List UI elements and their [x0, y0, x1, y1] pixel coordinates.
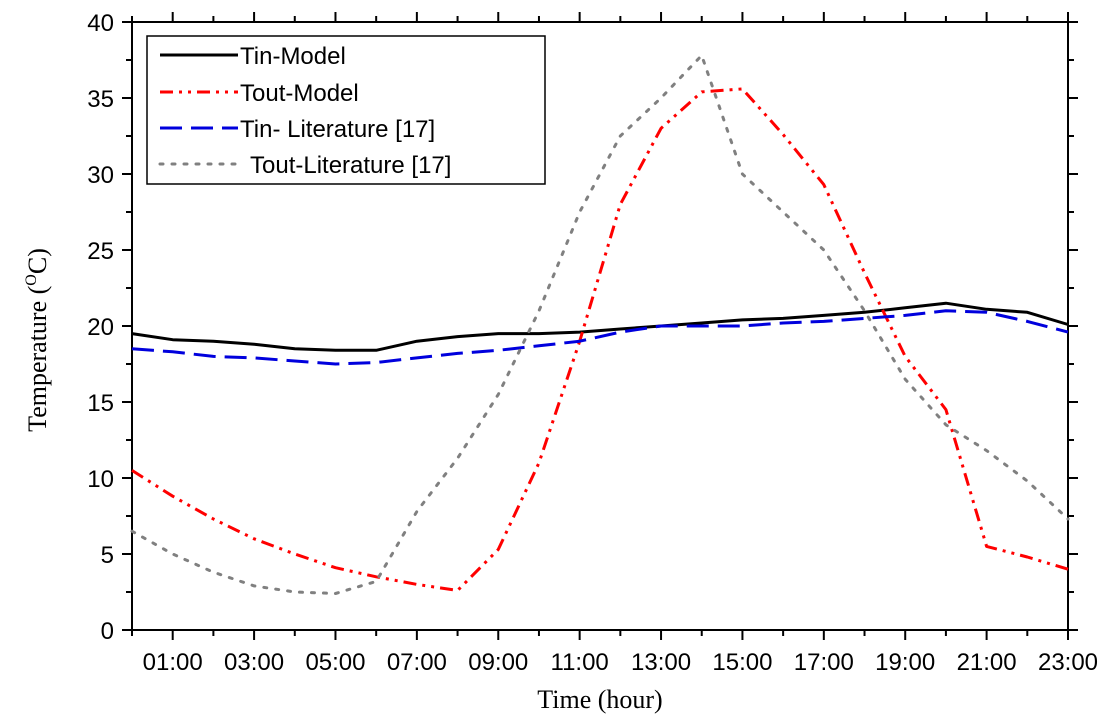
x-tick-label: 09:00 [468, 649, 528, 676]
x-tick-label: 11:00 [551, 649, 609, 676]
x-tick-label: 01:00 [143, 649, 203, 676]
series-line-3 [131, 309, 1069, 366]
series-line-1 [131, 301, 1069, 352]
x-axis-title: Time (hour) [537, 685, 662, 714]
series-line-2 [131, 87, 1069, 592]
legend-label-3: Tin- Literature [17] [240, 116, 435, 143]
y-axis-title-end: C) [23, 248, 52, 274]
x-tick-label: 19:00 [875, 649, 935, 676]
y-tick-label: 0 [101, 618, 114, 645]
x-tick-label: 05:00 [305, 649, 365, 676]
legend-label-4: Tout-Literature [17] [250, 152, 451, 179]
y-axis-title: Temperature (OC) [23, 248, 52, 432]
series-layer [130, 53, 1070, 595]
y-tick-label: 25 [87, 238, 114, 265]
y-axis-title-sup: O [23, 274, 40, 286]
legend: Tin-Model Tout-Model Tin- Literature [17] T… [146, 35, 546, 185]
y-tick-label: 10 [87, 466, 114, 493]
y-tick-label: 20 [87, 314, 114, 341]
legend-label-1: Tin-Model [240, 43, 346, 70]
y-tick-label: 30 [87, 162, 114, 189]
x-tick-label: 07:00 [387, 649, 447, 676]
x-tick-label: 03:00 [224, 649, 284, 676]
x-tick-label: 23:00 [1038, 649, 1098, 676]
legend-box [146, 35, 546, 185]
x-tick-label: 15:00 [712, 649, 772, 676]
y-axis-title-main: Temperature ( [23, 286, 52, 432]
legend-label-2: Tout-Model [240, 80, 359, 107]
x-tick-label: 17:00 [794, 649, 854, 676]
x-tick-label: 13:00 [631, 649, 691, 676]
series-line-4 [130, 53, 1070, 595]
axes: 01:00 03:00 05:00 07:00 09:00 11:00 13:00 15:00… [87, 10, 1098, 676]
y-tick-label: 15 [87, 390, 114, 417]
y-tick-label: 5 [101, 542, 114, 569]
y-tick-label: 35 [87, 86, 114, 113]
x-tick-label: 21:00 [957, 649, 1017, 676]
y-tick-label: 40 [87, 10, 114, 37]
